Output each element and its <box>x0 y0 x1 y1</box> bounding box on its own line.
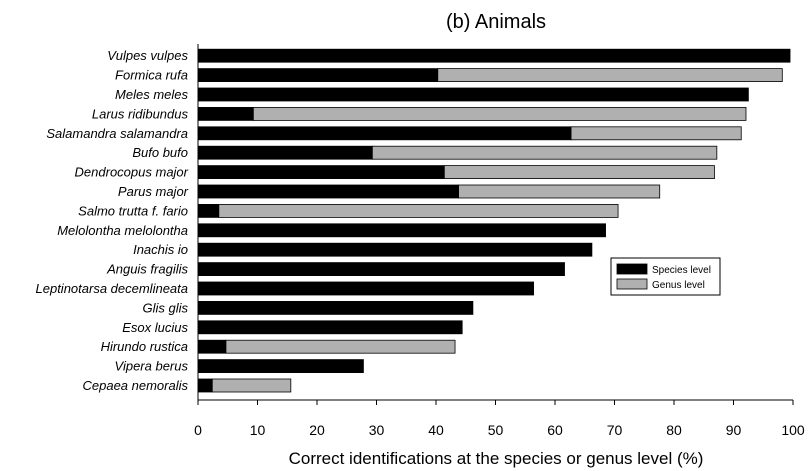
bar-species-level <box>197 378 213 393</box>
bar-species-level <box>197 165 445 180</box>
category-label: Salmo trutta f. fario <box>78 203 188 218</box>
bar-species-level <box>197 320 463 335</box>
category-label: Glis glis <box>142 300 188 315</box>
category-label: Melolontha melolontha <box>57 223 188 238</box>
legend-label-genus: Genus level <box>652 280 705 291</box>
bar-genus-level <box>211 378 292 393</box>
bar-genus-level <box>443 165 715 180</box>
bar-species-level <box>197 281 534 296</box>
bars-group <box>197 48 791 393</box>
legend-swatch-species <box>616 263 648 275</box>
category-label: Cepaea nemoralis <box>82 378 188 393</box>
bar-genus-level <box>570 126 742 141</box>
x-tick-label: 50 <box>488 422 504 438</box>
bar-species-level <box>197 68 439 82</box>
category-label: Larus ridibundus <box>92 106 189 121</box>
bar-species-level <box>197 48 791 63</box>
bar-species-level <box>197 339 227 354</box>
category-label: Hirundo rustica <box>101 339 188 354</box>
bar-genus-level <box>437 68 783 82</box>
x-tick-label: 0 <box>194 422 202 438</box>
category-label: Meles meles <box>115 87 188 102</box>
bar-species-level <box>197 300 474 315</box>
category-label: Inachis io <box>133 242 188 257</box>
category-labels: Vulpes vulpes Formica rufa Meles meles Laru… <box>36 48 189 393</box>
x-tick-label: 60 <box>547 422 563 438</box>
category-label: Salamandra salamandra <box>46 126 188 141</box>
bar-genus-level <box>458 184 661 199</box>
x-tick-label: 10 <box>250 422 266 438</box>
bar-species-level <box>197 145 373 160</box>
x-tick-label: 70 <box>607 422 623 438</box>
x-tick-label: 40 <box>428 422 444 438</box>
bar-species-level <box>197 262 565 277</box>
bar-species-level <box>197 107 254 121</box>
category-label: Esox lucius <box>122 320 188 335</box>
category-label: Vulpes vulpes <box>107 48 188 63</box>
x-tick-label: 90 <box>726 422 742 438</box>
bar-species-level <box>197 87 749 102</box>
x-axis-label: Correct identifications at the species o… <box>289 449 704 468</box>
bar-genus-level <box>218 203 619 218</box>
bar-genus-level <box>371 145 718 160</box>
category-label: Leptinotarsa decemlineata <box>36 281 189 296</box>
bar-species-level <box>197 203 220 218</box>
bar-species-level <box>197 126 572 141</box>
bar-species-level <box>197 359 364 374</box>
category-label: Anguis fragilis <box>106 262 188 277</box>
bar-species-level <box>197 223 606 238</box>
bar-species-level <box>197 184 460 199</box>
chart-title: (b) Animals <box>446 11 546 33</box>
category-label: Formica rufa <box>115 68 188 83</box>
legend-swatch-genus <box>616 278 648 290</box>
x-tick-label: 100 <box>781 422 805 438</box>
x-tick-label: 20 <box>309 422 325 438</box>
bar-genus-level <box>225 339 456 354</box>
x-tick-label: 80 <box>666 422 682 438</box>
legend-label-species: Species level <box>652 265 711 276</box>
bar-genus-level <box>252 107 747 121</box>
category-label: Vipera berus <box>115 359 189 374</box>
x-axis: 0 10 20 30 40 50 60 70 80 90 100 <box>194 44 805 438</box>
category-label: Parus major <box>118 184 189 199</box>
category-label: Dendrocopus major <box>75 165 189 180</box>
legend: Species level Genus level <box>610 257 721 296</box>
x-tick-label: 30 <box>369 422 385 438</box>
category-label: Bufo bufo <box>132 145 188 160</box>
bar-species-level <box>197 242 593 257</box>
